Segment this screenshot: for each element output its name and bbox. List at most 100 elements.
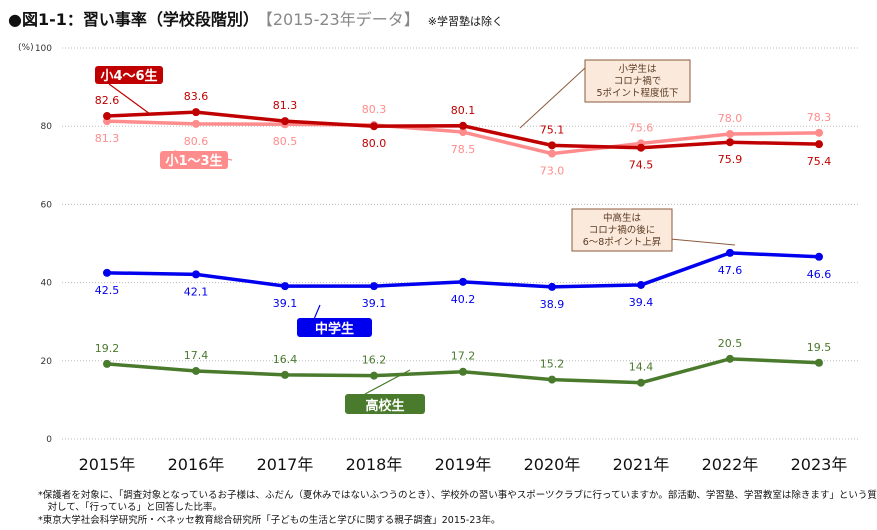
data-point [548, 375, 556, 384]
data-point [726, 354, 734, 363]
data-point [815, 128, 823, 137]
data-label: 16.2 [362, 354, 387, 367]
line-chart: (%) 0 20 40 60 80 100 2015年 2016年 2017年 2018年 2019年… [18, 43, 860, 474]
data-point [815, 358, 823, 367]
data-point [103, 268, 111, 277]
data-point [548, 141, 556, 150]
subtitle: 【2015-23年データ】 [264, 10, 420, 29]
data-label: 47.6 [718, 264, 743, 277]
data-point [459, 277, 467, 286]
data-label: 19.5 [807, 341, 832, 354]
data-point [637, 280, 645, 289]
data-point [192, 119, 200, 128]
y-tick-label: 60 [41, 200, 53, 210]
title-text: ●図1-1：習い事率（学校段階別） [8, 10, 259, 29]
data-point [726, 248, 734, 257]
data-label: 80.5 [273, 135, 298, 148]
data-label: 19.2 [95, 342, 120, 355]
data-point [726, 138, 734, 147]
y-tick-label: 80 [41, 122, 53, 132]
data-label: 40.2 [451, 293, 476, 306]
y-tick-label: 40 [41, 279, 53, 289]
annotation-pointer [519, 67, 586, 129]
data-label: 75.9 [718, 153, 743, 166]
legend-tag-bg [297, 318, 372, 337]
annotation-text: 中高生は [603, 212, 642, 224]
data-label: 20.5 [718, 337, 743, 350]
data-label: 81.3 [273, 99, 298, 112]
data-label: 46.6 [807, 268, 832, 281]
data-point [103, 359, 111, 368]
x-tick-label: 2019年 [435, 455, 492, 474]
data-label: 78.0 [718, 112, 743, 125]
data-point [459, 367, 467, 376]
data-label: 17.2 [451, 350, 476, 363]
data-point [548, 282, 556, 291]
data-label: 15.2 [540, 358, 565, 371]
data-label: 78.3 [807, 111, 832, 124]
y-tick-label: 0 [46, 435, 52, 445]
data-point [637, 378, 645, 387]
annotation-box [584, 59, 691, 103]
x-tick-label: 2017年 [257, 455, 314, 474]
data-label: 73.0 [540, 165, 565, 178]
legend-pointer [313, 304, 321, 319]
data-point [192, 108, 200, 117]
y-tick-label: 100 [35, 44, 52, 54]
data-label: 38.9 [540, 298, 565, 311]
legend-tag-2: 中学生 [315, 321, 354, 337]
data-label: 80.1 [451, 104, 476, 117]
footnote-2: 対して、「行っている」と回答した比率。 [38, 502, 223, 513]
y-unit-label: (%) [18, 43, 34, 53]
data-point [815, 252, 823, 261]
annotation-text: コロナ禍の後に [589, 224, 656, 236]
x-tick-label: 2015年 [79, 455, 136, 474]
x-tick-label: 2021年 [613, 455, 670, 474]
data-label: 39.1 [273, 297, 298, 310]
data-label: 82.6 [95, 94, 120, 107]
data-point [103, 112, 111, 121]
legend-tag-bg [160, 151, 228, 169]
data-label: 75.1 [540, 123, 565, 136]
data-label: 81.3 [95, 132, 120, 145]
data-point [370, 282, 378, 291]
data-point [637, 143, 645, 152]
data-label: 42.1 [184, 285, 209, 298]
data-label: 39.4 [629, 296, 654, 309]
data-label: 75.4 [807, 155, 832, 168]
data-point [281, 117, 289, 126]
data-point [192, 270, 200, 279]
data-label: 78.5 [451, 143, 476, 156]
legend-tag-1: 小1〜3生 [165, 153, 222, 169]
legend-tag-bg [95, 66, 163, 84]
legend-pointer [108, 83, 151, 115]
data-label: 16.4 [273, 353, 298, 366]
data-point [459, 121, 467, 130]
data-point [370, 371, 378, 380]
data-label: 83.6 [184, 90, 209, 103]
data-label: 75.6 [629, 121, 654, 134]
data-label: 17.4 [184, 349, 209, 362]
footnote-3: *東京大学社会科学研究所・ベネッセ教育総合研究所「子どもの生活と学びに関する親子… [38, 515, 501, 526]
data-point [370, 122, 378, 131]
data-label: 80.3 [362, 103, 387, 116]
data-point [459, 128, 467, 137]
legend-pointer [364, 369, 411, 395]
y-tick-label: 20 [41, 357, 53, 367]
annotation-text: コロナ禍で [614, 75, 662, 87]
data-point [726, 130, 734, 139]
x-tick-label: 2022年 [702, 455, 759, 474]
chart-title: ●図1-1：習い事率（学校段階別） 【2015-23年データ】 ※学習塾は除く [8, 6, 503, 30]
annotation-box [571, 208, 673, 252]
data-point [815, 140, 823, 149]
x-tick-label: 2016年 [168, 455, 225, 474]
data-point [281, 370, 289, 379]
data-label: 14.4 [629, 361, 654, 374]
annotation-text: 5ポイント程度低下 [596, 87, 678, 99]
data-label: 80.6 [184, 135, 209, 148]
annotation-text: 小学生は [618, 63, 657, 75]
annotation-text: 6〜8ポイント上昇 [583, 237, 662, 248]
data-point [281, 282, 289, 291]
data-label: 74.5 [629, 159, 654, 172]
footnote-1: *保護者を対象に、「調査対象となっているお子様は、ふだん（夏休みではないふつうの… [38, 490, 877, 501]
